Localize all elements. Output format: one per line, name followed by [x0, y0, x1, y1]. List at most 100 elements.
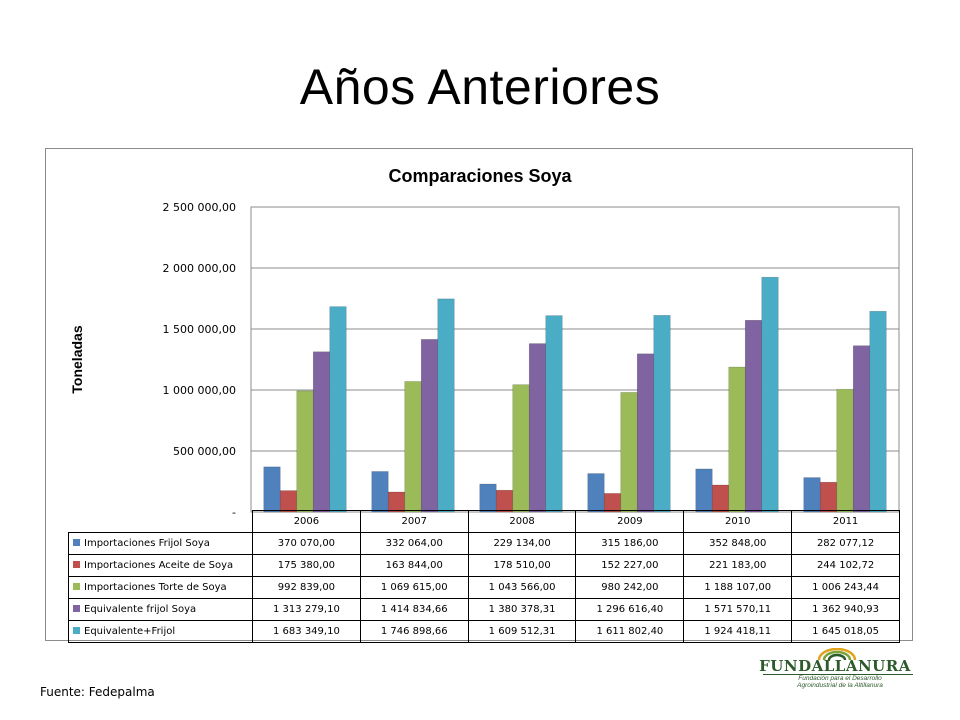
- data-label: 1 571 570,11: [683, 598, 793, 621]
- bar: [836, 388, 854, 513]
- fundallanura-logo: FUNDALLANURA Fundación para el Desarroll…: [755, 648, 915, 690]
- data-label: 1 924 418,11: [683, 620, 793, 643]
- data-label: 315 186,00: [575, 532, 685, 555]
- legend-entry: Importaciones Aceite de Soya: [68, 554, 253, 577]
- data-label: 1 611 802,40: [575, 620, 685, 643]
- x-tick-label: 2009: [575, 510, 685, 533]
- data-label: 229 134,00: [467, 532, 577, 555]
- data-label: 1 188 107,00: [683, 576, 793, 599]
- slide-title: Años Anteriores: [299, 59, 661, 115]
- legend-swatch: [73, 582, 80, 590]
- data-label: 1 296 616,40: [575, 598, 685, 621]
- bar: [279, 490, 298, 513]
- bar: [819, 481, 838, 513]
- data-label: 1 645 018,05: [791, 620, 900, 643]
- bar: [296, 390, 314, 513]
- data-label: 980 242,00: [575, 576, 685, 599]
- bar: [852, 345, 871, 513]
- bar: [528, 343, 547, 513]
- y-tick-label: 2 500 000,00: [163, 201, 236, 214]
- bar: [371, 471, 389, 513]
- bar: [495, 489, 514, 513]
- legend-swatch: [73, 626, 80, 634]
- bar: [761, 276, 779, 513]
- legend-entry: Equivalente+Frijol: [68, 620, 253, 643]
- logo-name: FUNDALLANURA: [759, 657, 911, 675]
- x-tick-label: 2008: [467, 510, 577, 533]
- legend-entry: Importaciones Torte de Soya: [68, 576, 253, 599]
- table-row: Equivalente frijol Soya 1 313 279,10 1 414…: [68, 598, 900, 621]
- table-corner: [68, 510, 253, 533]
- logo-divider: [763, 674, 913, 675]
- bar: [263, 466, 281, 513]
- logo-tagline-line-2: Agroindustrial de la Altillanura: [797, 682, 883, 689]
- data-label: 221 183,00: [683, 554, 793, 577]
- table-row: Equivalente+Frijol 1 683 349,10 1 746 898,…: [68, 620, 900, 643]
- logo-arc-icon: [817, 648, 857, 660]
- bar: [653, 315, 671, 513]
- bar: [479, 483, 497, 513]
- logo-tagline: Fundación para el Desarrollo Agroindustr…: [765, 675, 915, 689]
- data-label: 352 848,00: [683, 532, 793, 555]
- plot-border: [250, 206, 900, 513]
- legend-swatch: [73, 560, 80, 568]
- data-label: 163 844,00: [359, 554, 469, 577]
- table-row: Importaciones Aceite de Soya 175 380,00 16…: [68, 554, 900, 577]
- table-row: Importaciones Torte de Soya 992 839,00 1 0…: [68, 576, 900, 599]
- data-label: 1 746 898,66: [359, 620, 469, 643]
- bar: [512, 384, 530, 513]
- bar: [744, 319, 763, 513]
- logo-tagline-line-1: Fundación para el Desarrollo: [798, 675, 882, 682]
- bar: [803, 477, 821, 513]
- data-label: 178 510,00: [467, 554, 577, 577]
- data-label: 1 380 378,31: [467, 598, 577, 621]
- legend-swatch: [73, 604, 80, 612]
- legend-entry: Importaciones Frijol Soya: [68, 532, 253, 555]
- legend-entry: Equivalente frijol Soya: [68, 598, 253, 621]
- bar: [587, 473, 605, 513]
- source-note: Fuente: Fedepalma: [40, 685, 155, 699]
- chart-data-table: 2006 2007 2008 2009 2010 2011 Importaciones Fr…: [68, 510, 900, 643]
- data-label: 1 414 834,66: [359, 598, 469, 621]
- data-label: 992 839,00: [252, 576, 361, 599]
- data-label: 1 069 615,00: [359, 576, 469, 599]
- x-tick-label: 2006: [252, 510, 361, 533]
- bar: [728, 366, 746, 513]
- legend-label: Equivalente frijol Soya: [84, 604, 197, 615]
- data-label: 332 064,00: [359, 532, 469, 555]
- table-row: Importaciones Frijol Soya 370 070,00 332 0…: [68, 532, 900, 555]
- bar: [869, 311, 887, 513]
- bar: [711, 484, 730, 513]
- data-label: 1 043 566,00: [467, 576, 577, 599]
- bar: [387, 491, 406, 513]
- chart-title: Comparaciones Soya: [388, 166, 572, 186]
- data-label: 1 362 940,93: [791, 598, 900, 621]
- data-label: 282 077,12: [791, 532, 900, 555]
- data-label: 244 102,72: [791, 554, 900, 577]
- bar: [404, 381, 422, 513]
- x-tick-label: 2010: [683, 510, 793, 533]
- bar: [437, 298, 455, 513]
- legend-label: Equivalente+Frijol: [84, 626, 176, 637]
- data-label: 175 380,00: [252, 554, 361, 577]
- data-label: 1 609 512,31: [467, 620, 577, 643]
- data-label: 1 006 243,44: [791, 576, 900, 599]
- legend-label: Importaciones Frijol Soya: [84, 538, 210, 549]
- y-axis-label: Toneladas: [69, 325, 85, 393]
- x-tick-label: 2011: [791, 510, 900, 533]
- bar: [636, 353, 655, 513]
- legend-label: Importaciones Torte de Soya: [84, 582, 227, 593]
- bar: [545, 315, 563, 513]
- y-tick-label: 2 000 000,00: [163, 262, 236, 275]
- data-label: 1 313 279,10: [252, 598, 361, 621]
- legend-swatch: [73, 538, 80, 546]
- bar: [620, 392, 638, 513]
- table-header-row: 2006 2007 2008 2009 2010 2011: [68, 510, 900, 533]
- data-label: 370 070,00: [252, 532, 361, 555]
- data-label: 1 683 349,10: [252, 620, 361, 643]
- bar: [312, 351, 331, 513]
- bar: [420, 339, 439, 513]
- data-label: 152 227,00: [575, 554, 685, 577]
- legend-label: Importaciones Aceite de Soya: [84, 560, 234, 571]
